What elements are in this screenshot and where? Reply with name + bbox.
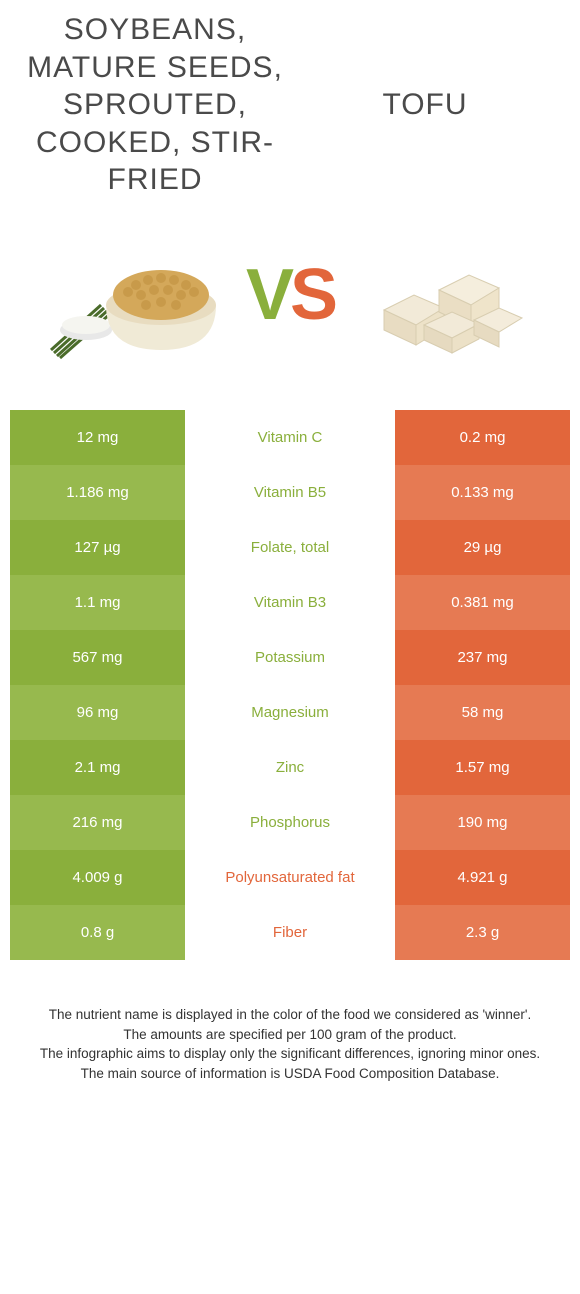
nutrient-table: 12 mgVitamin C0.2 mg1.186 mgVitamin B50.… (10, 410, 570, 960)
right-value: 0.381 mg (395, 575, 570, 630)
table-row: 4.009 gPolyunsaturated fat4.921 g (10, 850, 570, 905)
table-row: 127 µgFolate, total29 µg (10, 520, 570, 575)
table-row: 96 mgMagnesium58 mg (10, 685, 570, 740)
left-value: 2.1 mg (10, 740, 185, 795)
footer-notes: The nutrient name is displayed in the co… (0, 960, 580, 1083)
right-value: 0.2 mg (395, 410, 570, 465)
left-value: 0.8 g (10, 905, 185, 960)
header-row: Soybeans, mature seeds, sprouted, cooked… (0, 0, 580, 200)
vs-label: VS (246, 254, 334, 336)
left-value: 12 mg (10, 410, 185, 465)
food-title-right: Tofu (290, 86, 560, 124)
right-value: 1.57 mg (395, 740, 570, 795)
image-vs-row: VS (0, 200, 580, 410)
left-value: 567 mg (10, 630, 185, 685)
right-value: 0.133 mg (395, 465, 570, 520)
vs-s: S (290, 254, 334, 336)
nutrient-name: Zinc (185, 740, 395, 795)
left-value: 1.186 mg (10, 465, 185, 520)
soybeans-image (46, 230, 236, 360)
nutrient-name: Magnesium (185, 685, 395, 740)
table-row: 1.186 mgVitamin B50.133 mg (10, 465, 570, 520)
left-value: 4.009 g (10, 850, 185, 905)
food-title-left: Soybeans, mature seeds, sprouted, cooked… (20, 11, 290, 199)
nutrient-name: Folate, total (185, 520, 395, 575)
table-row: 2.1 mgZinc1.57 mg (10, 740, 570, 795)
footer-line: The infographic aims to display only the… (18, 1044, 562, 1064)
left-value: 127 µg (10, 520, 185, 575)
nutrient-name: Vitamin B3 (185, 575, 395, 630)
vs-v: V (246, 254, 290, 336)
table-row: 0.8 gFiber2.3 g (10, 905, 570, 960)
right-value: 4.921 g (395, 850, 570, 905)
right-value: 237 mg (395, 630, 570, 685)
left-value: 96 mg (10, 685, 185, 740)
nutrient-name: Vitamin B5 (185, 465, 395, 520)
nutrient-name: Fiber (185, 905, 395, 960)
right-value: 2.3 g (395, 905, 570, 960)
table-row: 216 mgPhosphorus190 mg (10, 795, 570, 850)
footer-line: The amounts are specified per 100 gram o… (18, 1025, 562, 1045)
right-value: 190 mg (395, 795, 570, 850)
footer-line: The nutrient name is displayed in the co… (18, 1005, 562, 1025)
footer-line: The main source of information is USDA F… (18, 1064, 562, 1084)
nutrient-name: Phosphorus (185, 795, 395, 850)
table-row: 1.1 mgVitamin B30.381 mg (10, 575, 570, 630)
nutrient-name: Vitamin C (185, 410, 395, 465)
left-value: 1.1 mg (10, 575, 185, 630)
table-row: 567 mgPotassium237 mg (10, 630, 570, 685)
table-row: 12 mgVitamin C0.2 mg (10, 410, 570, 465)
nutrient-name: Potassium (185, 630, 395, 685)
nutrient-name: Polyunsaturated fat (185, 850, 395, 905)
right-value: 29 µg (395, 520, 570, 575)
right-value: 58 mg (395, 685, 570, 740)
left-value: 216 mg (10, 795, 185, 850)
tofu-image (344, 230, 534, 360)
